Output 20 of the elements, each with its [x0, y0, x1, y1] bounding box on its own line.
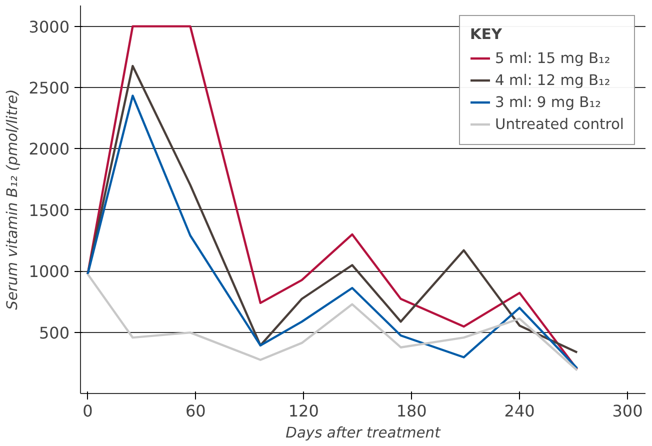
line-series: [86, 273, 578, 372]
legend-label: 5 ml: 15 mg B₁₂: [495, 50, 610, 66]
legend-label: Untreated control: [495, 116, 624, 132]
y-axis-title: Serum vitamin B₁₂ (pmol/litre): [4, 89, 21, 310]
legend-label: 4 ml: 12 mg B₁₂: [495, 72, 610, 88]
x-tick-label: 0: [82, 402, 93, 420]
x-axis-title: Days after treatment: [286, 424, 442, 442]
legend-title: KEY: [470, 26, 503, 43]
y-tick-label: 2000: [28, 140, 70, 159]
y-tick-label: 500: [38, 323, 70, 342]
y-tick-label: 1500: [28, 200, 70, 220]
x-tick-label: 240: [504, 402, 535, 420]
legend-label: 3 ml: 9 mg B₁₂: [495, 94, 601, 110]
x-tick-label: 180: [396, 402, 427, 420]
x-tick-label: 60: [185, 402, 206, 420]
y-tick-label: 3000: [28, 17, 70, 36]
x-tick-label: 120: [288, 402, 319, 420]
y-tick-label: 1000: [28, 262, 70, 282]
y-tick-label: 2500: [28, 78, 70, 98]
x-tick-label: 300: [612, 402, 643, 420]
